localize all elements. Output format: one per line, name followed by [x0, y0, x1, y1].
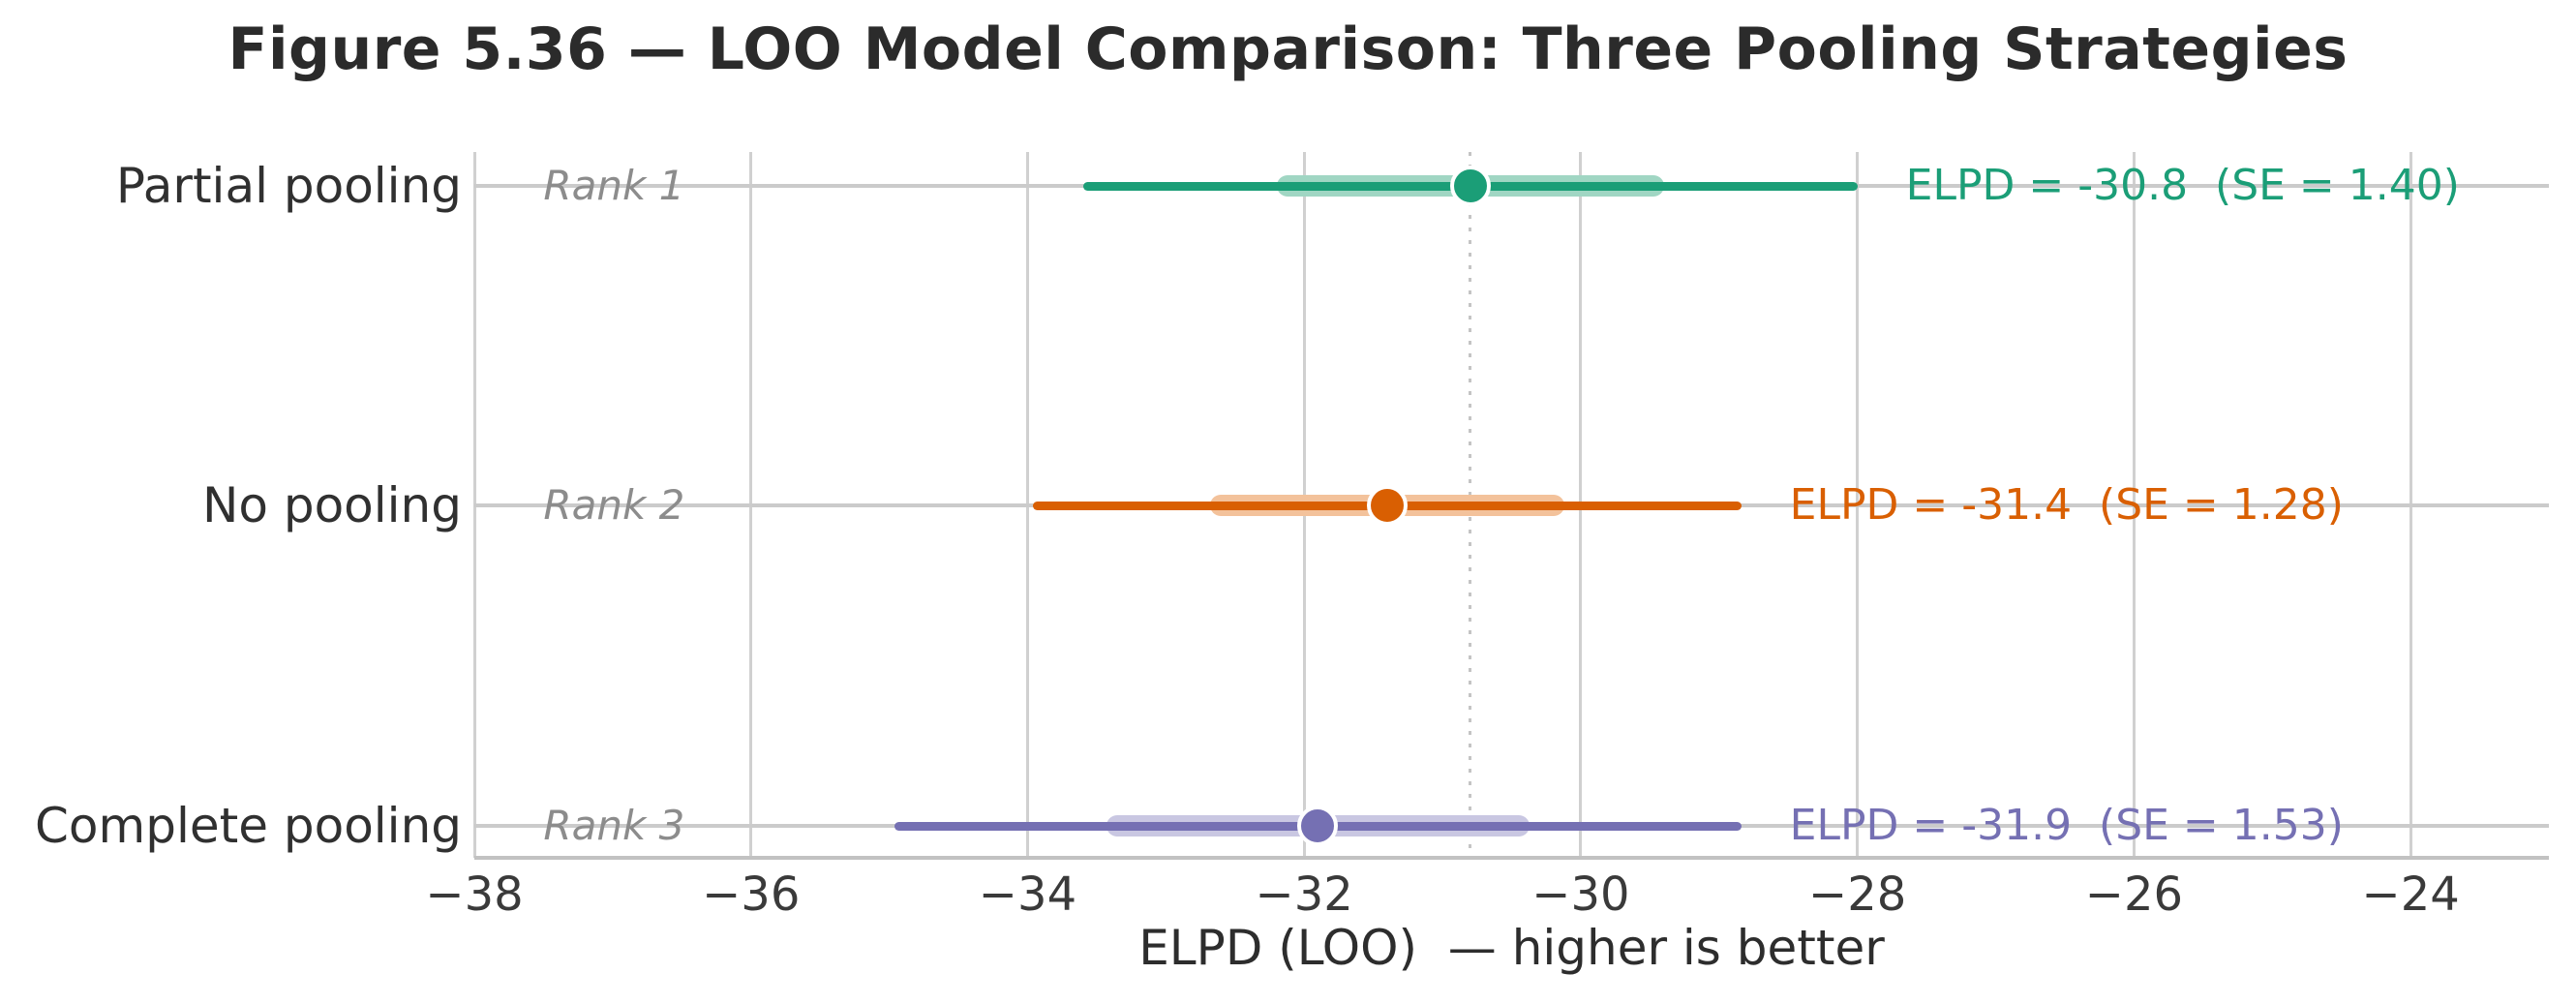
- elpd-annotation: ELPD = -30.8 (SE = 1.40): [1905, 161, 2460, 210]
- x-tick-label: −30: [1531, 867, 1630, 922]
- chart-title: Figure 5.36 — LOO Model Comparison: Thre…: [227, 15, 2349, 83]
- elpd-marker: [1297, 806, 1339, 846]
- x-tick-label: −34: [978, 867, 1077, 922]
- x-tick-label: −38: [425, 867, 524, 922]
- elpd-marker: [1449, 166, 1491, 206]
- x-tick-label: −28: [1808, 867, 1907, 922]
- y-axis-label: Partial pooling: [115, 158, 462, 214]
- axis-spine-bottom: [474, 856, 2549, 860]
- x-axis-label: ELPD (LOO) — higher is better: [1138, 920, 1885, 976]
- elpd-marker: [1366, 485, 1408, 526]
- x-tick-label: −36: [702, 867, 801, 922]
- y-axis-label: Complete pooling: [35, 798, 462, 854]
- rank-label: Rank 2: [543, 481, 685, 529]
- elpd-annotation: ELPD = -31.4 (SE = 1.28): [1789, 480, 2344, 530]
- x-tick-label: −26: [2084, 867, 2184, 922]
- y-axis-label: No pooling: [201, 477, 462, 533]
- rank-label: Rank 1: [543, 162, 685, 209]
- rank-label: Rank 3: [543, 802, 685, 849]
- x-tick-label: −32: [1255, 867, 1353, 922]
- elpd-annotation: ELPD = -31.9 (SE = 1.53): [1789, 801, 2344, 850]
- x-tick-label: −24: [2361, 867, 2460, 922]
